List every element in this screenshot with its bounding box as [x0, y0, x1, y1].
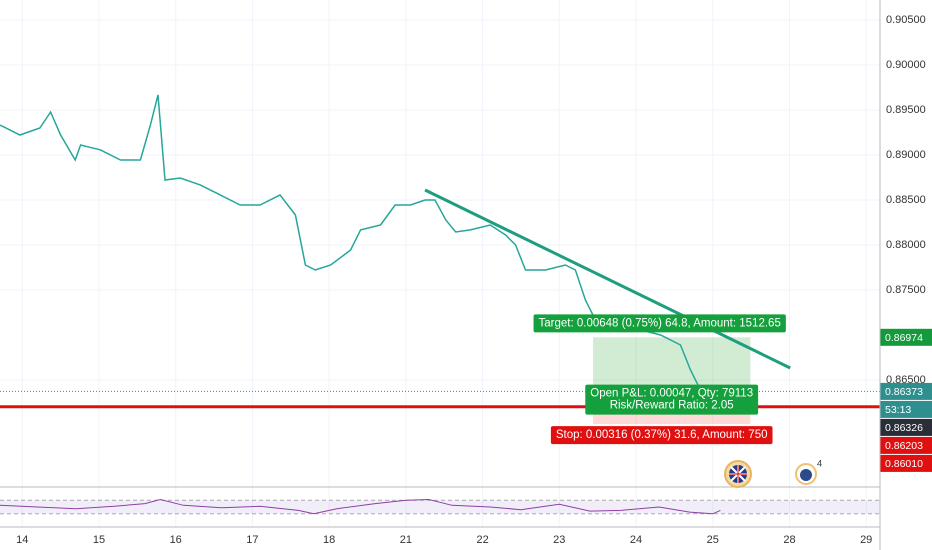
y-tick-label: 0.86500 [886, 374, 926, 386]
price-tag-label: 0.86010 [885, 458, 923, 470]
pnl-label-text: Risk/Reward Ratio: 2.05 [610, 400, 734, 412]
price-tag: 0.86203 [880, 436, 932, 454]
x-tick-label: 14 [16, 534, 28, 546]
rsi-band [0, 500, 880, 514]
y-tick-label: 0.87500 [886, 284, 926, 296]
x-tick-label: 16 [170, 534, 182, 546]
x-tick-label: 25 [707, 534, 719, 546]
y-tick-label: 0.89500 [886, 104, 926, 116]
x-tick-label: 17 [246, 534, 258, 546]
price-tag-bg [880, 454, 932, 472]
price-tag: 0.86010 [880, 454, 932, 472]
x-tick-label: 18 [323, 534, 335, 546]
x-tick-label: 28 [783, 534, 795, 546]
countdown-tag-label: 53:13 [885, 404, 911, 416]
price-tag: 0.86974 [880, 328, 932, 346]
y-tick-label: 0.89000 [886, 149, 926, 161]
x-tick-label: 22 [476, 534, 488, 546]
target-label-bg [533, 314, 786, 333]
event-icon[interactable]: 4 [795, 458, 822, 485]
trendline [424, 188, 791, 370]
price-tag-label: 0.86326 [885, 422, 923, 434]
stop-label-text: Stop: 0.00316 (0.37%) 31.6, Amount: 750 [556, 429, 768, 441]
price-tag-bg [880, 382, 932, 400]
x-tick-label: 29 [860, 534, 872, 546]
price-tag-label: 0.86974 [885, 332, 923, 344]
rsi-line [0, 498, 721, 515]
pnl-label-bg [585, 384, 759, 415]
pnl-label-text: Open P&L: 0.00047, Qty: 79113 [590, 388, 753, 400]
flag-cross-red [729, 465, 747, 483]
y-tick-label: 0.90000 [886, 59, 926, 71]
y-tick-label: 0.90500 [886, 14, 926, 26]
icon-body [800, 469, 812, 481]
countdown-tag: 53:13 [880, 400, 932, 418]
y-tick-label: 0.88000 [886, 239, 926, 251]
countdown-tag-bg [880, 400, 932, 418]
target-label: Target: 0.00648 (0.75%) 64.8, Amount: 15… [533, 314, 786, 333]
uk-flag-icon[interactable] [724, 460, 752, 488]
price-tag: 0.86326 [880, 418, 932, 436]
price-tag-label: 0.86373 [885, 386, 923, 398]
price-tag-bg [880, 328, 932, 346]
stop-label: Stop: 0.00316 (0.37%) 31.6, Amount: 750 [550, 426, 773, 445]
y-tick-label: 0.88500 [886, 194, 926, 206]
x-tick-label: 15 [93, 534, 105, 546]
x-tick-label: 21 [400, 534, 412, 546]
price-tag-bg [880, 436, 932, 454]
x-tick-label: 24 [630, 534, 642, 546]
event-count: 4 [817, 458, 822, 468]
price-tag-label: 0.86203 [885, 440, 923, 452]
x-tick-label: 23 [553, 534, 565, 546]
pnl-label: Open P&L: 0.00047, Qty: 79113Risk/Reward… [585, 384, 759, 415]
target-label-text: Target: 0.00648 (0.75%) 64.8, Amount: 15… [539, 317, 781, 329]
price-tag: 0.86373 [880, 382, 932, 400]
stop-label-bg [550, 426, 773, 445]
price-tag-bg [880, 418, 932, 436]
